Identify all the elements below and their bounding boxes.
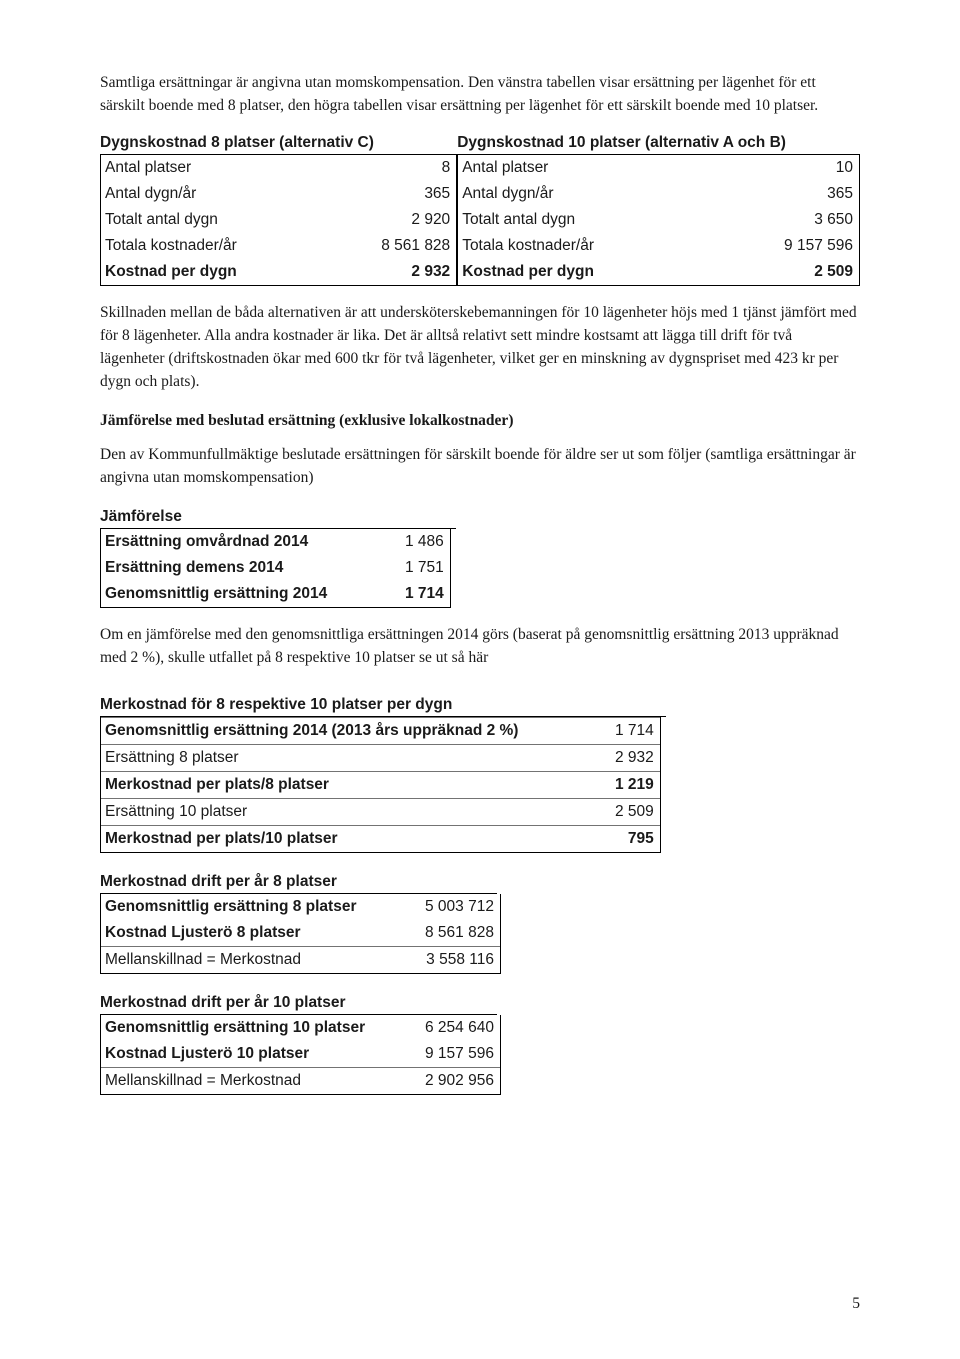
cell-label: Ersättning 10 platser — [101, 798, 612, 825]
cell-value: 5 003 712 — [421, 894, 500, 920]
table-row: Totala kostnader/år9 157 596 — [458, 233, 860, 259]
cell-value: 1 219 — [611, 771, 660, 798]
table-row: Mellanskillnad = Merkostnad3 558 116 — [101, 946, 501, 973]
cell-value: 8 561 828 — [329, 233, 457, 259]
cell-value: 8 561 828 — [421, 920, 500, 947]
drift10-table: Genomsnittlig ersättning 10 platser6 254… — [100, 1015, 501, 1095]
dygns-left-header: Dygnskostnad 8 platser (alternativ C) — [100, 134, 457, 155]
dygns-right-header: Dygnskostnad 10 platser (alternativ A oc… — [457, 134, 860, 155]
cell-value: 2 509 — [611, 798, 660, 825]
cell-label: Ersättning demens 2014 — [101, 555, 402, 581]
table-row: Kostnad per dygn2 932 — [101, 259, 457, 286]
cell-label: Genomsnittlig ersättning 10 platser — [101, 1015, 422, 1041]
cell-value: 2 902 956 — [421, 1067, 500, 1094]
cell-value: 9 157 596 — [421, 1041, 500, 1068]
jamforelse-heading: Jämförelse med beslutad ersättning (exkl… — [100, 412, 860, 430]
cell-label: Kostnad per dygn — [101, 259, 330, 286]
merk-dygn-heading: Merkostnad för 8 respektive 10 platser p… — [100, 696, 666, 717]
table-row: Antal platser8 — [101, 155, 457, 181]
cell-label: Antal dygn/år — [458, 181, 716, 207]
om-paragraph: Om en jämförelse med den genomsnittliga … — [100, 624, 860, 670]
table-row: Merkostnad per plats/10 platser795 — [101, 825, 661, 852]
skillnad-paragraph: Skillnaden mellan de båda alternativen ä… — [100, 302, 860, 394]
dygnskostnad-section: Dygnskostnad 8 platser (alternativ C) Dy… — [100, 134, 860, 286]
drift8-table: Genomsnittlig ersättning 8 platser5 003 … — [100, 894, 501, 974]
cell-value: 1 751 — [401, 555, 450, 581]
table-row: Totala kostnader/år8 561 828 — [101, 233, 457, 259]
cell-value: 795 — [611, 825, 660, 852]
cell-value: 1 486 — [401, 529, 450, 555]
table-row: Genomsnittlig ersättning 20141 714 — [101, 581, 451, 608]
table-row: Antal dygn/år365 — [101, 181, 457, 207]
cell-value: 365 — [716, 181, 860, 207]
intro-paragraph: Samtliga ersättningar är angivna utan mo… — [100, 72, 860, 118]
table-row: Genomsnittlig ersättning 2014 (2013 års … — [101, 717, 661, 744]
cell-label: Totalt antal dygn — [101, 207, 330, 233]
cell-label: Totala kostnader/år — [458, 233, 716, 259]
cell-value: 6 254 640 — [421, 1015, 500, 1041]
cell-label: Antal platser — [101, 155, 330, 181]
jamforelse-paragraph: Den av Kommunfullmäktige beslutade ersät… — [100, 444, 860, 490]
table-row: Ersättning omvårdnad 20141 486 — [101, 529, 451, 555]
cell-value: 1 714 — [611, 717, 660, 744]
cell-value: 1 714 — [401, 581, 450, 608]
table-row: Kostnad Ljusterö 10 platser9 157 596 — [101, 1041, 501, 1068]
cell-value: 3 650 — [716, 207, 860, 233]
cell-value: 9 157 596 — [716, 233, 860, 259]
cell-value: 2 932 — [329, 259, 457, 286]
cell-label: Totala kostnader/år — [101, 233, 330, 259]
cell-label: Mellanskillnad = Merkostnad — [101, 946, 422, 973]
cell-label: Genomsnittlig ersättning 2014 — [101, 581, 402, 608]
table-row: Totalt antal dygn2 920 — [101, 207, 457, 233]
table-row: Mellanskillnad = Merkostnad2 902 956 — [101, 1067, 501, 1094]
cell-label: Mellanskillnad = Merkostnad — [101, 1067, 422, 1094]
cell-value: 365 — [329, 181, 457, 207]
cell-value: 2 920 — [329, 207, 457, 233]
jamforelse-table-heading: Jämförelse — [100, 508, 456, 529]
table-row: Ersättning 8 platser2 932 — [101, 744, 661, 771]
dygns-right-table: Antal platser10 Antal dygn/år365 Totalt … — [457, 155, 860, 286]
cell-label: Totalt antal dygn — [458, 207, 716, 233]
table-row: Antal platser10 — [458, 155, 860, 181]
cell-label: Antal platser — [458, 155, 716, 181]
table-row: Kostnad Ljusterö 8 platser8 561 828 — [101, 920, 501, 947]
dygns-left-table: Antal platser8 Antal dygn/år365 Totalt a… — [100, 155, 457, 286]
cell-label: Ersättning omvårdnad 2014 — [101, 529, 402, 555]
cell-value: 2 509 — [716, 259, 860, 286]
cell-label: Ersättning 8 platser — [101, 744, 612, 771]
table-row: Genomsnittlig ersättning 8 platser5 003 … — [101, 894, 501, 920]
cell-label: Genomsnittlig ersättning 2014 (2013 års … — [101, 717, 612, 744]
table-row: Antal dygn/år365 — [458, 181, 860, 207]
cell-label: Genomsnittlig ersättning 8 platser — [101, 894, 422, 920]
cell-label: Kostnad per dygn — [458, 259, 716, 286]
cell-label: Merkostnad per plats/10 platser — [101, 825, 612, 852]
table-row: Ersättning 10 platser2 509 — [101, 798, 661, 825]
cell-value: 2 932 — [611, 744, 660, 771]
drift8-heading: Merkostnad drift per år 8 platser — [100, 873, 497, 894]
merk-dygn-table: Genomsnittlig ersättning 2014 (2013 års … — [100, 717, 661, 853]
table-row: Merkostnad per plats/8 platser1 219 — [101, 771, 661, 798]
cell-value: 10 — [716, 155, 860, 181]
cell-value: 8 — [329, 155, 457, 181]
table-row: Kostnad per dygn2 509 — [458, 259, 860, 286]
cell-label: Antal dygn/år — [101, 181, 330, 207]
table-row: Ersättning demens 20141 751 — [101, 555, 451, 581]
cell-label: Kostnad Ljusterö 8 platser — [101, 920, 422, 947]
cell-value: 3 558 116 — [421, 946, 500, 973]
table-row: Totalt antal dygn3 650 — [458, 207, 860, 233]
table-row: Genomsnittlig ersättning 10 platser6 254… — [101, 1015, 501, 1041]
cell-label: Merkostnad per plats/8 platser — [101, 771, 612, 798]
page-number: 5 — [852, 1295, 860, 1313]
document-page: Samtliga ersättningar är angivna utan mo… — [0, 0, 960, 1359]
jamforelse-table: Ersättning omvårdnad 20141 486 Ersättnin… — [100, 529, 451, 608]
cell-label: Kostnad Ljusterö 10 platser — [101, 1041, 422, 1068]
drift10-heading: Merkostnad drift per år 10 platser — [100, 994, 497, 1015]
